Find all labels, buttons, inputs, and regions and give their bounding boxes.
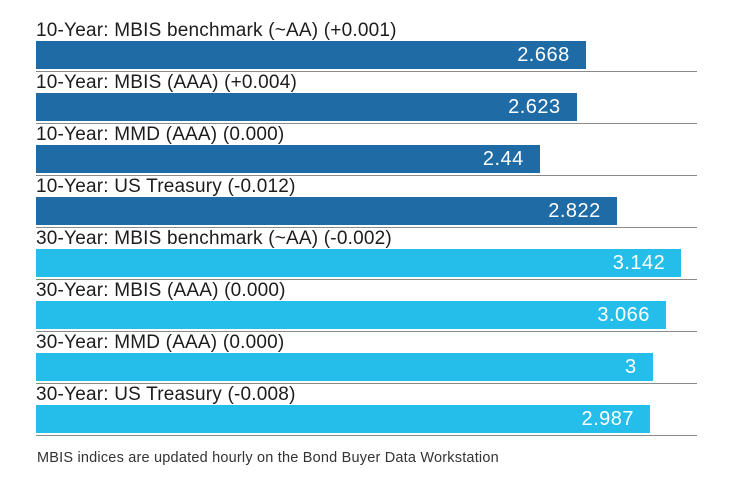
bar-track: 2.623 bbox=[36, 93, 697, 121]
bar-value-label: 2.822 bbox=[548, 200, 601, 222]
bar-chart-area: 10-Year: MBIS benchmark (~AA) (+0.001) 2… bbox=[36, 20, 697, 436]
bar-track: 2.822 bbox=[36, 197, 697, 225]
bar-value-label: 3 bbox=[625, 356, 637, 378]
bar-row: 10-Year: MMD (AAA) (0.000) 2.44 bbox=[36, 124, 697, 176]
bar-track: 2.44 bbox=[36, 145, 697, 173]
bar-value-label: 2.668 bbox=[517, 44, 570, 66]
bar-row: 30-Year: MBIS (AAA) (0.000) 3.066 bbox=[36, 280, 697, 332]
bar-row: 10-Year: MBIS benchmark (~AA) (+0.001) 2… bbox=[36, 20, 697, 72]
bar-value-label: 3.066 bbox=[597, 304, 650, 326]
bar: 2.44 bbox=[36, 145, 540, 173]
footer-note: MBIS indices are updated hourly on the B… bbox=[37, 450, 499, 466]
bar-value-label: 2.623 bbox=[508, 96, 561, 118]
bar-category-label: 10-Year: MBIS (AAA) (+0.004) bbox=[36, 72, 297, 93]
bar-category-label: 30-Year: MBIS (AAA) (0.000) bbox=[36, 280, 286, 301]
bar-row: 30-Year: US Treasury (-0.008) 2.987 bbox=[36, 384, 697, 436]
bar-track: 2.987 bbox=[36, 405, 697, 433]
bar: 3.066 bbox=[36, 301, 666, 329]
bar: 2.822 bbox=[36, 197, 617, 225]
bar-track: 3 bbox=[36, 353, 697, 381]
bar-track: 3.066 bbox=[36, 301, 697, 329]
bar-category-label: 30-Year: MBIS benchmark (~AA) (-0.002) bbox=[36, 228, 392, 249]
bar-value-label: 2.987 bbox=[581, 408, 635, 430]
bar: 3 bbox=[36, 353, 653, 381]
bar-value-label: 2.44 bbox=[482, 148, 524, 170]
bar-category-label: 10-Year: US Treasury (-0.012) bbox=[36, 176, 296, 197]
bar: 2.987 bbox=[36, 405, 651, 433]
bar-track: 2.668 bbox=[36, 41, 697, 69]
bar: 2.623 bbox=[36, 93, 577, 121]
bar-value-label: 3.142 bbox=[612, 252, 666, 274]
bar-category-label: 30-Year: MMD (AAA) (0.000) bbox=[36, 332, 285, 353]
bar-category-label: 30-Year: US Treasury (-0.008) bbox=[36, 384, 296, 405]
bar-row: 30-Year: MMD (AAA) (0.000) 3 bbox=[36, 332, 697, 384]
bar-track: 3.142 bbox=[36, 249, 697, 277]
bar: 2.668 bbox=[36, 41, 586, 69]
bar-row: 30-Year: MBIS benchmark (~AA) (-0.002) 3… bbox=[36, 228, 697, 280]
bar-row: 10-Year: MBIS (AAA) (+0.004) 2.623 bbox=[36, 72, 697, 124]
bar-category-label: 10-Year: MMD (AAA) (0.000) bbox=[36, 124, 285, 145]
bar: 3.142 bbox=[36, 249, 682, 277]
bar-category-label: 10-Year: MBIS benchmark (~AA) (+0.001) bbox=[36, 20, 397, 41]
bar-row: 10-Year: US Treasury (-0.012) 2.822 bbox=[36, 176, 697, 228]
